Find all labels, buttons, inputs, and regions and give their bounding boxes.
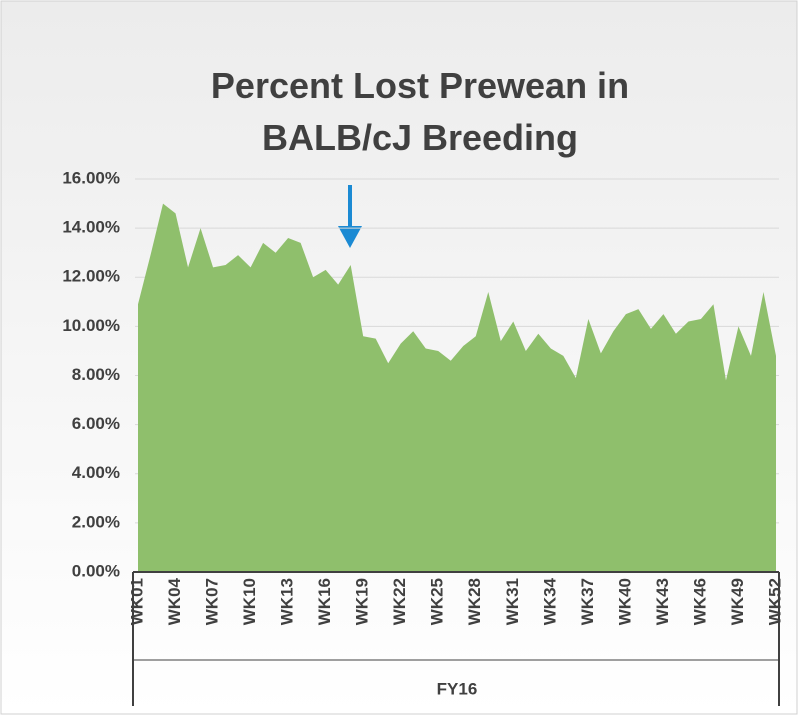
x-tick-label: WK40 [615,578,634,625]
y-tick-label: 4.00% [72,463,120,482]
x-tick-label: WK04 [165,577,184,625]
annotation-arrow [338,185,362,248]
x-tick-label: WK52 [765,578,784,625]
x-tick-label: WK28 [465,578,484,625]
x-tick-label: WK43 [653,578,672,625]
x-tick-label: WK01 [127,578,146,625]
chart-title: Percent Lost Prewean in BALB/cJ Breeding [210,65,630,158]
x-tick-label: WK37 [578,578,597,625]
x-tick-label: WK49 [728,578,747,625]
y-tick-label: 14.00% [62,218,120,237]
x-tick-label: WK07 [203,578,222,625]
y-tick-label: 2.00% [72,512,120,531]
y-tick-label: 0.00% [72,561,120,580]
x-tick-label: WK16 [315,578,334,625]
x-tick-label: WK34 [540,577,559,625]
area [138,203,776,572]
x-tick-label: WK13 [278,578,297,625]
x-tick-label: WK25 [428,578,447,625]
x-group-label: FY16 [437,679,478,698]
x-tick-label: WK22 [390,578,409,625]
x-tick-label: WK19 [353,578,372,625]
y-tick-label: 12.00% [62,267,120,286]
x-tick-label: WK10 [240,578,259,625]
x-tick-label: WK46 [690,578,709,625]
y-tick-label: 10.00% [62,316,120,335]
y-tick-label: 6.00% [72,414,120,433]
y-tick-label: 8.00% [72,365,120,384]
y-tick-label: 16.00% [62,168,120,187]
x-tick-label: WK31 [503,578,522,625]
